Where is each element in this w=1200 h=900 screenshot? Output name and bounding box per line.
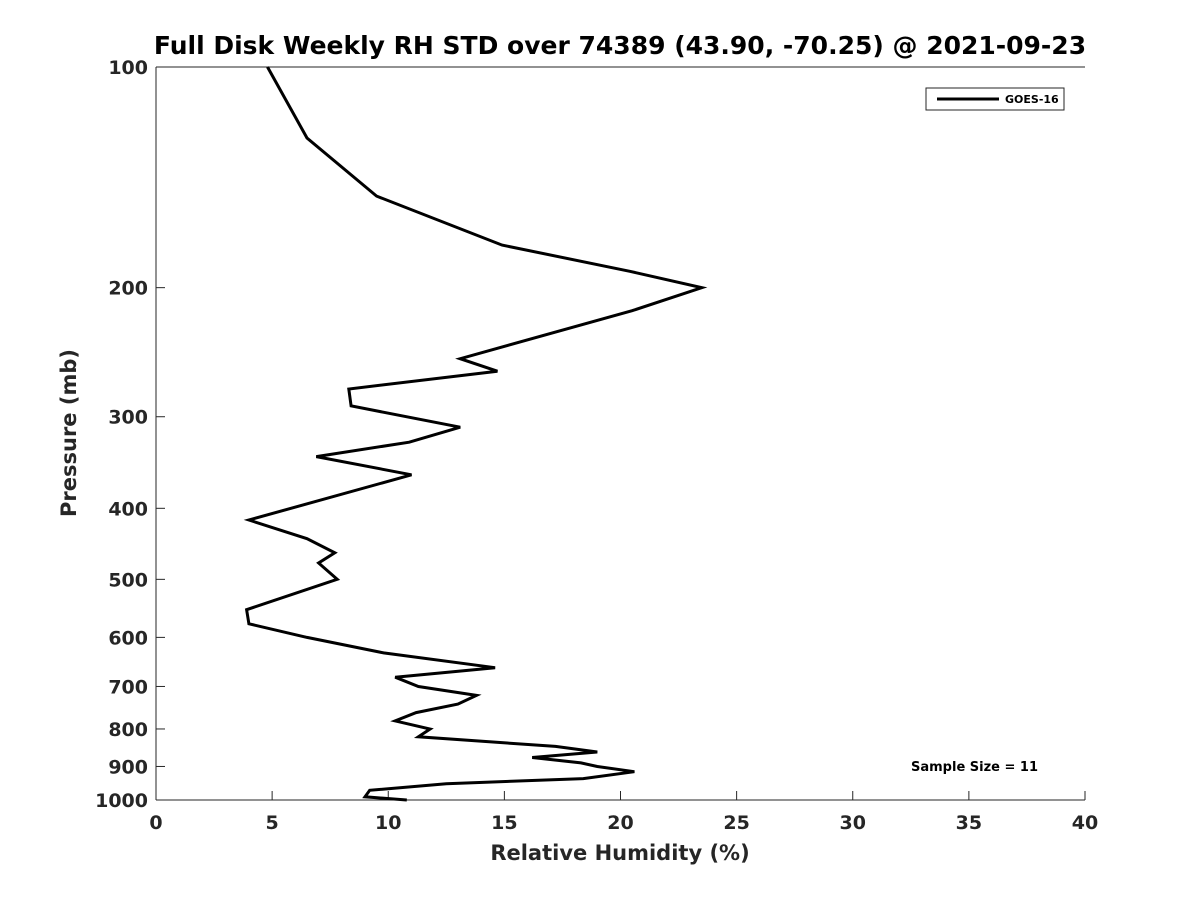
y-axis-label: Pressure (mb) [57,349,81,517]
x-tick-label: 5 [266,812,279,834]
y-tick-label: 800 [108,719,148,741]
y-tick-label: 600 [108,627,148,649]
y-tick-label: 100 [108,57,148,79]
x-tick-label: 35 [956,812,982,834]
x-tick-label: 25 [723,812,749,834]
y-tick-label: 700 [108,676,148,698]
x-tick-label: 30 [840,812,866,834]
x-tick-label: 0 [149,812,162,834]
x-tick-label: 20 [607,812,633,834]
series-group [243,66,708,802]
y-tick-label: 200 [108,278,148,300]
plot-area [155,66,1085,801]
x-tick-label: 15 [491,812,517,834]
y-tick-label: 1000 [95,790,148,812]
y-tick-label: 500 [108,569,148,591]
y-tick-label: 300 [108,407,148,429]
chart-title: Full Disk Weekly RH STD over 74389 (43.9… [154,31,1086,60]
y-tick-label: 900 [108,756,148,778]
y-tick-label: 400 [108,498,148,520]
legend: GOES-16 [925,87,1065,111]
y-ticks: 100 200 300 400 500 600 700 800 900 1000 [95,57,165,812]
x-ticks: 0 5 10 15 20 25 30 35 40 [149,791,1098,834]
x-tick-label: 40 [1072,812,1098,834]
x-tick-label: 10 [375,812,401,834]
legend-label-goes-16: GOES-16 [1005,93,1059,106]
sample-size-annotation: Sample Size = 11 [911,760,1038,775]
series-line-goes-16 [243,66,708,802]
x-axis-label: Relative Humidity (%) [490,841,749,865]
